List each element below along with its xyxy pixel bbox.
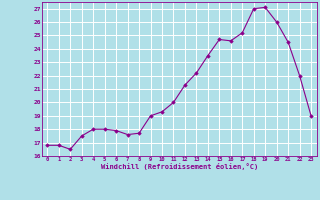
X-axis label: Windchill (Refroidissement éolien,°C): Windchill (Refroidissement éolien,°C) [100, 163, 258, 170]
